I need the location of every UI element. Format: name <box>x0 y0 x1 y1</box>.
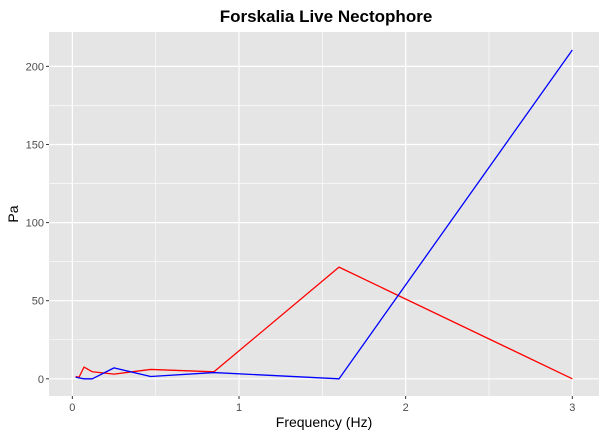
plot-panel <box>49 32 599 396</box>
series-layer <box>75 49 573 380</box>
y-tick-label: 100 <box>26 218 44 230</box>
y-tick-label: 200 <box>26 61 44 73</box>
x-axis-label: Frequency (Hz) <box>276 414 372 430</box>
x-tick-label: 2 <box>403 402 409 414</box>
y-axis-label: Pa <box>5 205 21 222</box>
grid-major <box>49 32 599 396</box>
series-line-0 <box>75 266 573 380</box>
chart-title: Forskalia Live Nectophore <box>220 7 433 26</box>
series-line-1 <box>75 49 573 380</box>
y-tick-label: 150 <box>26 139 44 151</box>
y-tick-label: 0 <box>38 374 44 386</box>
x-tick-label: 1 <box>236 402 242 414</box>
x-tick-label: 3 <box>569 402 575 414</box>
y-axis-ticks: 0 50 100 150 200 <box>26 61 49 386</box>
y-tick-label: 50 <box>32 296 44 308</box>
grid-minor <box>49 32 599 396</box>
x-tick-label: 0 <box>69 402 75 414</box>
x-axis-ticks: 0 1 2 3 <box>69 396 575 414</box>
